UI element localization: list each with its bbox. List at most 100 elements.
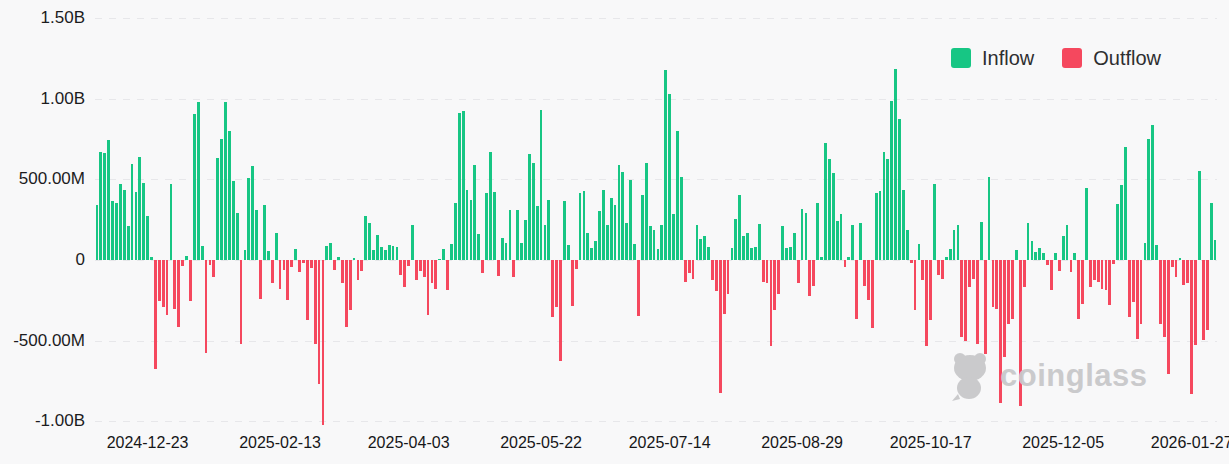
bar-inflow[interactable] (734, 219, 737, 260)
bar-outflow[interactable] (240, 260, 243, 344)
bar-inflow[interactable] (470, 200, 473, 260)
bar-outflow[interactable] (431, 260, 434, 283)
bar-outflow[interactable] (1163, 260, 1166, 337)
legend-item-outflow[interactable]: Outflow (1062, 47, 1161, 70)
bar-inflow[interactable] (590, 248, 593, 260)
bar-inflow[interactable] (438, 259, 441, 260)
bar-inflow[interactable] (1042, 253, 1045, 260)
bar-outflow[interactable] (777, 260, 780, 294)
bar-outflow[interactable] (551, 260, 554, 317)
bar-inflow[interactable] (99, 152, 102, 260)
bar-outflow[interactable] (1093, 260, 1096, 280)
bar-inflow[interactable] (505, 243, 508, 260)
bar-inflow[interactable] (583, 191, 586, 260)
bar-outflow[interactable] (941, 260, 944, 279)
bar-outflow[interactable] (1182, 260, 1185, 285)
bar-outflow[interactable] (322, 260, 325, 425)
bar-outflow[interactable] (844, 260, 847, 267)
bar-inflow[interactable] (738, 195, 741, 260)
bar-inflow[interactable] (1210, 203, 1213, 260)
bar-inflow[interactable] (645, 163, 648, 260)
bar-outflow[interactable] (279, 260, 282, 289)
bar-outflow[interactable] (189, 260, 192, 301)
bar-inflow[interactable] (185, 256, 188, 260)
bar-inflow[interactable] (442, 249, 445, 260)
bar-inflow[interactable] (586, 233, 589, 260)
bar-inflow[interactable] (953, 230, 956, 260)
bar-inflow[interactable] (906, 230, 909, 260)
bar-inflow[interactable] (454, 203, 457, 260)
bar-inflow[interactable] (516, 210, 519, 260)
bar-inflow[interactable] (894, 69, 897, 260)
bar-inflow[interactable] (1198, 171, 1201, 260)
bar-inflow[interactable] (462, 111, 465, 260)
bar-inflow[interactable] (847, 257, 850, 260)
bar-inflow[interactable] (840, 214, 843, 260)
bar-outflow[interactable] (162, 260, 165, 307)
bar-inflow[interactable] (329, 243, 332, 260)
bar-inflow[interactable] (875, 193, 878, 260)
bar-outflow[interactable] (914, 260, 917, 310)
bar-inflow[interactable] (1124, 147, 1127, 260)
bar-outflow[interactable] (812, 260, 815, 286)
bar-outflow[interactable] (992, 260, 995, 307)
bar-outflow[interactable] (1128, 260, 1131, 317)
bar-inflow[interactable] (368, 223, 371, 260)
bar-inflow[interactable] (1151, 125, 1154, 260)
bar-inflow[interactable] (750, 248, 753, 260)
bar-outflow[interactable] (1046, 260, 1049, 265)
bar-outflow[interactable] (871, 260, 874, 328)
bar-inflow[interactable] (618, 165, 621, 260)
bar-outflow[interactable] (314, 260, 317, 344)
bar-inflow[interactable] (1144, 243, 1147, 260)
bar-outflow[interactable] (964, 260, 967, 341)
bar-outflow[interactable] (177, 260, 180, 327)
bar-inflow[interactable] (621, 172, 624, 260)
bar-inflow[interactable] (485, 193, 488, 260)
bar-outflow[interactable] (306, 260, 309, 320)
bar-inflow[interactable] (197, 102, 200, 260)
bar-outflow[interactable] (345, 260, 348, 327)
bar-inflow[interactable] (1031, 241, 1034, 260)
bar-inflow[interactable] (933, 184, 936, 260)
bar-outflow[interactable] (1194, 260, 1197, 345)
bar-inflow[interactable] (376, 235, 379, 260)
bar-outflow[interactable] (1186, 260, 1189, 283)
bar-outflow[interactable] (1077, 260, 1080, 319)
bar-outflow[interactable] (290, 260, 293, 267)
bar-outflow[interactable] (286, 260, 289, 300)
bar-outflow[interactable] (995, 260, 998, 309)
bar-inflow[interactable] (96, 205, 99, 260)
bar-inflow[interactable] (754, 247, 757, 260)
bar-inflow[interactable] (220, 139, 223, 260)
bar-outflow[interactable] (497, 260, 500, 276)
bar-inflow[interactable] (680, 177, 683, 260)
bar-inflow[interactable] (660, 225, 663, 260)
bar-outflow[interactable] (446, 260, 449, 290)
bar-outflow[interactable] (637, 260, 640, 316)
bar-outflow[interactable] (1108, 260, 1111, 305)
bar-outflow[interactable] (1058, 260, 1061, 271)
bar-outflow[interactable] (571, 260, 574, 306)
bar-inflow[interactable] (886, 159, 889, 260)
bar-outflow[interactable] (271, 260, 274, 283)
bar-inflow[interactable] (1038, 248, 1041, 260)
bar-outflow[interactable] (1101, 260, 1104, 289)
bar-outflow[interactable] (867, 260, 870, 300)
bar-inflow[interactable] (236, 213, 239, 260)
bar-inflow[interactable] (540, 110, 543, 260)
bar-outflow[interactable] (863, 260, 866, 286)
bar-inflow[interactable] (520, 243, 523, 260)
bar-outflow[interactable] (1206, 260, 1209, 330)
bar-inflow[interactable] (547, 200, 550, 260)
bar-outflow[interactable] (333, 260, 336, 270)
bar-inflow[interactable] (742, 236, 745, 260)
bar-outflow[interactable] (1011, 260, 1014, 319)
bar-inflow[interactable] (610, 198, 613, 260)
bar-outflow[interactable] (298, 260, 301, 272)
bar-inflow[interactable] (255, 210, 258, 260)
bar-outflow[interactable] (972, 260, 975, 279)
bar-inflow[interactable] (364, 216, 367, 260)
bar-outflow[interactable] (512, 260, 515, 277)
bar-inflow[interactable] (384, 250, 387, 260)
